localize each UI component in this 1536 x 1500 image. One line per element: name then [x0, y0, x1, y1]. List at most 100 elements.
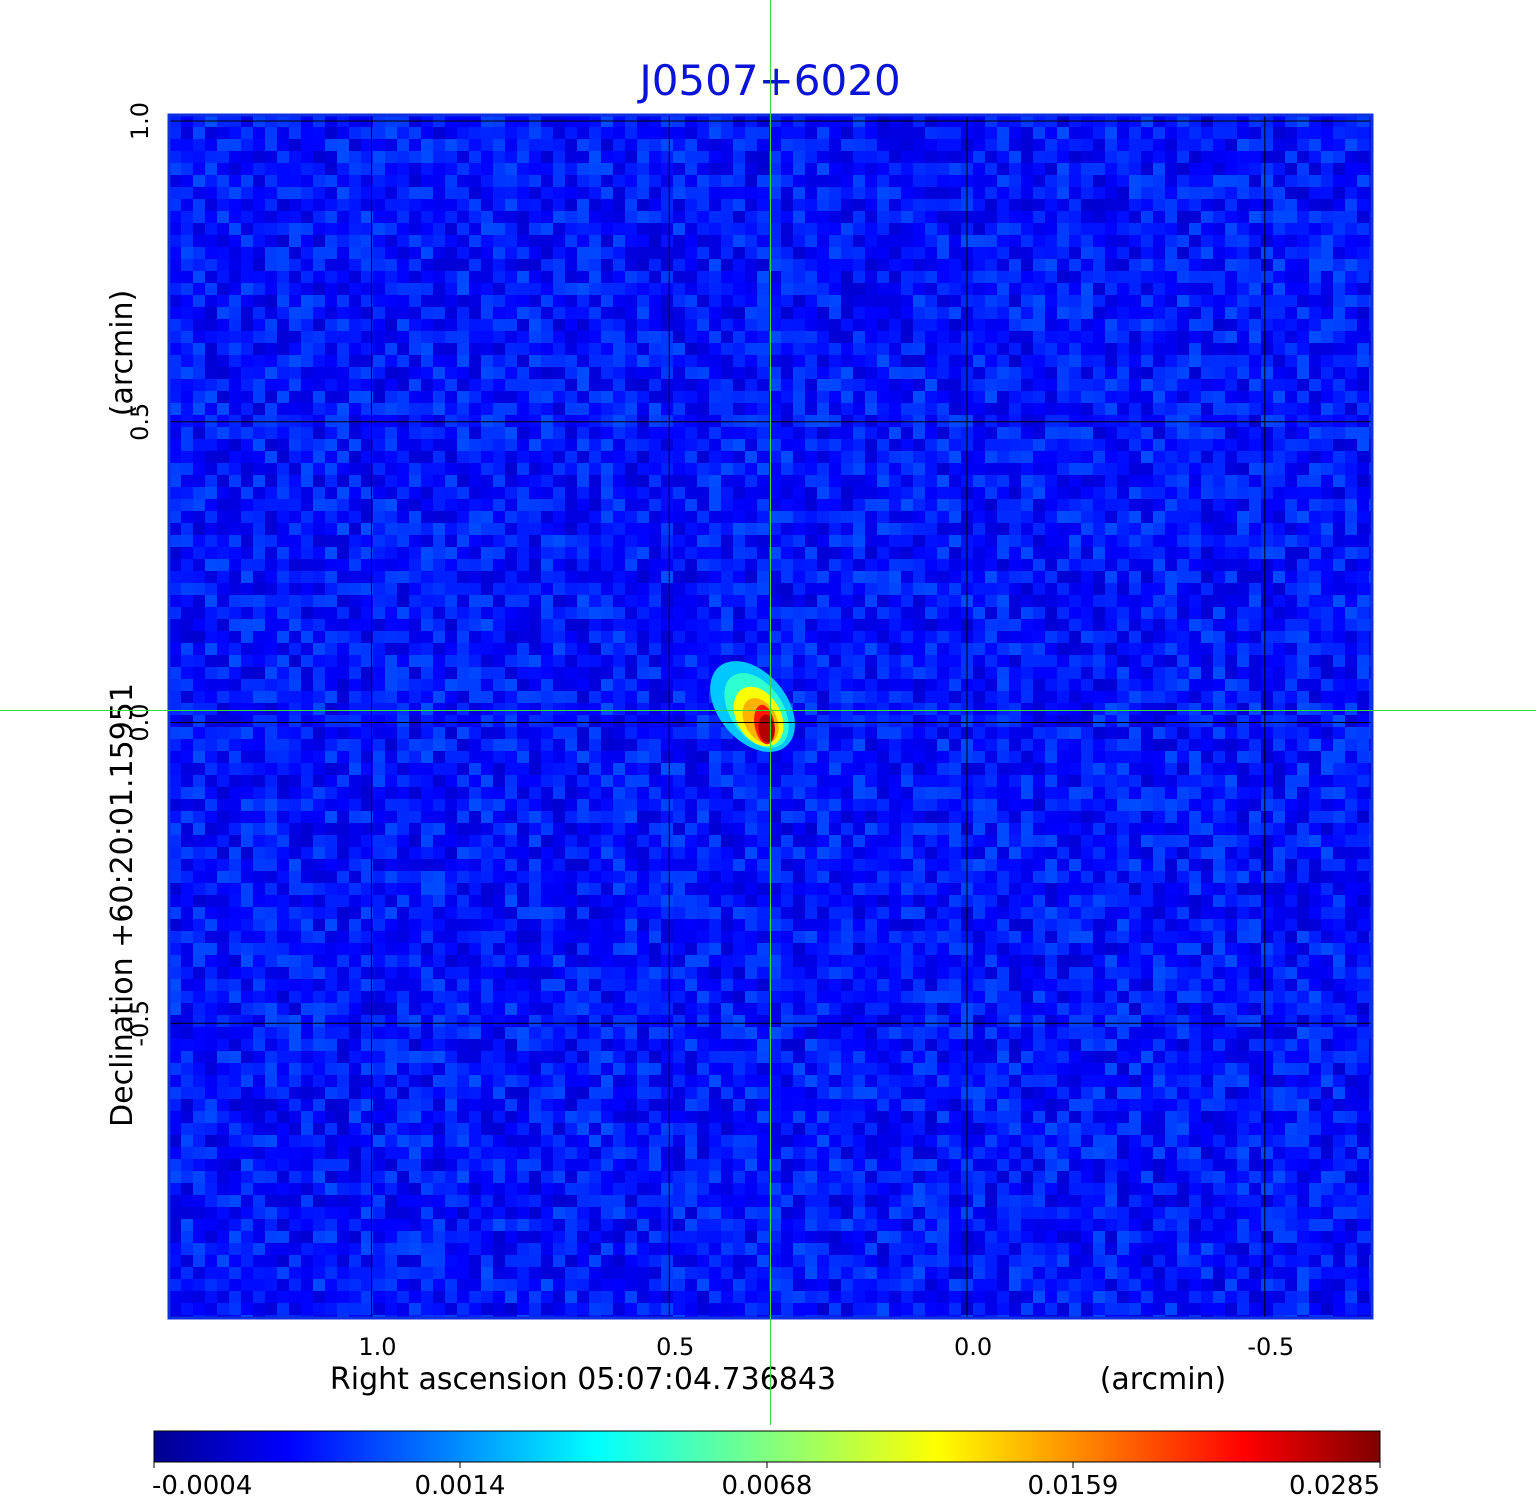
noise-pixel	[769, 307, 782, 320]
noise-pixel	[997, 607, 1010, 620]
noise-pixel	[301, 367, 314, 380]
noise-pixel	[1297, 523, 1310, 536]
noise-pixel	[901, 211, 914, 224]
noise-pixel	[853, 355, 866, 368]
noise-pixel	[1237, 199, 1250, 212]
noise-pixel	[997, 631, 1010, 644]
noise-pixel	[433, 511, 446, 524]
noise-pixel	[169, 559, 182, 572]
noise-pixel	[709, 439, 722, 452]
noise-pixel	[937, 511, 950, 524]
noise-pixel	[529, 235, 542, 248]
noise-pixel	[1153, 343, 1166, 356]
noise-pixel	[1141, 511, 1154, 524]
image-plot[interactable]	[169, 115, 1382, 1328]
noise-pixel	[277, 139, 290, 152]
noise-pixel	[169, 451, 182, 464]
noise-pixel	[241, 391, 254, 404]
noise-pixel	[361, 379, 374, 392]
noise-pixel	[793, 295, 806, 308]
noise-pixel	[169, 499, 182, 512]
noise-pixel	[193, 139, 206, 152]
noise-pixel	[1069, 187, 1082, 200]
noise-pixel	[517, 643, 530, 656]
noise-pixel	[421, 211, 434, 224]
noise-pixel	[217, 679, 230, 692]
noise-pixel	[877, 199, 890, 212]
noise-pixel	[1165, 259, 1178, 272]
noise-pixel	[829, 259, 842, 272]
noise-pixel	[1021, 547, 1034, 560]
noise-pixel	[1141, 487, 1154, 500]
noise-pixel	[769, 211, 782, 224]
noise-pixel	[901, 583, 914, 596]
noise-pixel	[337, 331, 350, 344]
noise-pixel	[985, 583, 998, 596]
noise-pixel	[1213, 475, 1226, 488]
noise-pixel	[1321, 607, 1334, 620]
noise-pixel	[997, 499, 1010, 512]
noise-pixel	[853, 127, 866, 140]
noise-pixel	[565, 535, 578, 548]
noise-pixel	[805, 535, 818, 548]
noise-pixel	[913, 475, 926, 488]
noise-pixel	[1153, 619, 1166, 632]
noise-pixel	[385, 139, 398, 152]
noise-pixel	[997, 343, 1010, 356]
noise-pixel	[1177, 631, 1190, 644]
noise-pixel	[649, 631, 662, 644]
noise-pixel	[505, 571, 518, 584]
noise-pixel	[973, 235, 986, 248]
noise-pixel	[1093, 343, 1106, 356]
noise-pixel	[457, 367, 470, 380]
noise-pixel	[829, 595, 842, 608]
noise-pixel	[1345, 223, 1358, 236]
noise-pixel	[325, 211, 338, 224]
noise-pixel	[817, 547, 830, 560]
noise-pixel	[697, 319, 710, 332]
noise-pixel	[301, 199, 314, 212]
noise-pixel	[709, 403, 722, 416]
noise-pixel	[373, 643, 386, 656]
noise-pixel	[433, 451, 446, 464]
noise-pixel	[277, 559, 290, 572]
noise-pixel	[481, 391, 494, 404]
noise-pixel	[841, 463, 854, 476]
noise-pixel	[1357, 283, 1370, 296]
noise-pixel	[985, 523, 998, 536]
noise-pixel	[817, 667, 830, 680]
noise-pixel	[1069, 463, 1082, 476]
noise-pixel	[457, 247, 470, 260]
noise-pixel	[649, 559, 662, 572]
noise-pixel	[673, 271, 686, 284]
noise-pixel	[625, 307, 638, 320]
noise-pixel	[841, 607, 854, 620]
noise-pixel	[1117, 535, 1130, 548]
noise-pixel	[433, 403, 446, 416]
noise-pixel	[193, 439, 206, 452]
noise-pixel	[1105, 259, 1118, 272]
noise-pixel	[1117, 439, 1130, 452]
noise-pixel	[697, 187, 710, 200]
noise-pixel	[493, 619, 506, 632]
noise-pixel	[253, 271, 266, 284]
noise-pixel	[229, 571, 242, 584]
noise-pixel	[265, 175, 278, 188]
noise-pixel	[445, 703, 458, 716]
noise-pixel	[1165, 631, 1178, 644]
noise-pixel	[1141, 535, 1154, 548]
noise-pixel	[565, 187, 578, 200]
noise-pixel	[1357, 331, 1370, 344]
noise-pixel	[1177, 511, 1190, 524]
noise-pixel	[1201, 631, 1214, 644]
noise-pixel	[1249, 175, 1262, 188]
noise-pixel	[553, 247, 566, 260]
noise-pixel	[529, 655, 542, 668]
noise-pixel	[1345, 283, 1358, 296]
noise-pixel	[505, 703, 518, 716]
noise-pixel	[1213, 343, 1226, 356]
noise-pixel	[913, 247, 926, 260]
noise-pixel	[1189, 319, 1202, 332]
noise-pixel	[1069, 583, 1082, 596]
noise-pixel	[877, 367, 890, 380]
